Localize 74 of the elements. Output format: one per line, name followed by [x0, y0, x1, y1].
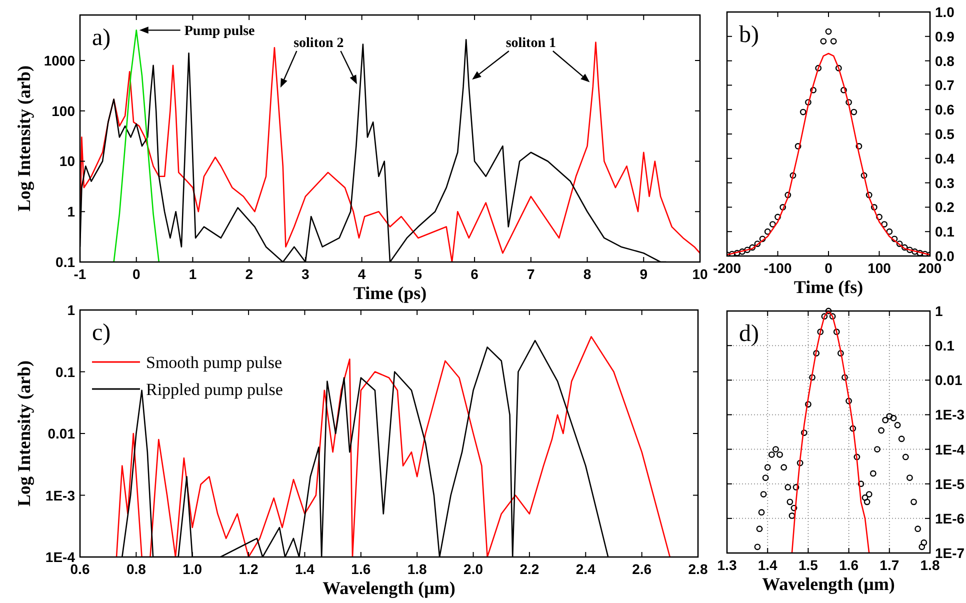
y-tick-label: 0.1 [56, 364, 76, 380]
x-tick-label: 1 [188, 266, 197, 282]
x-tick-label: 2.6 [632, 561, 652, 577]
annotation: a) [92, 25, 111, 51]
y-tick-label: 0.7 [935, 77, 955, 94]
y-tick-label: 1E-3 [935, 406, 965, 423]
y-tick-label: 0.5 [935, 126, 955, 142]
y-tick-label: 0.1 [935, 338, 955, 354]
y-tick-label: 100 [52, 102, 76, 119]
x-tick-label: 2.0 [464, 561, 484, 577]
y-tick-label: 1E-6 [935, 510, 965, 526]
x-tick-label: 1.8 [407, 561, 428, 577]
y-axis-title: Log Intensity (arb) [14, 360, 34, 507]
x-tick-label: 2 [245, 266, 254, 282]
x-axis-title: Wavelength (μm) [762, 574, 895, 594]
x-tick-label: 1.6 [839, 557, 859, 573]
annotation: d) [739, 321, 759, 347]
y-tick-label: 1 [67, 302, 76, 318]
annotation: soliton 2 [294, 36, 344, 51]
y-axis-title: Log Intensity (arb) [14, 65, 34, 212]
y-tick-label: 0.9 [935, 28, 955, 44]
x-tick-label: 10 [692, 266, 708, 282]
annotation: b) [739, 22, 759, 48]
y-tick-label: 1E-5 [935, 476, 965, 492]
legend-label: Rippled pump pulse [146, 380, 283, 399]
x-axis-title: Time (fs) [794, 277, 864, 297]
x-tick-label: 1.2 [238, 561, 258, 577]
annotation: soliton 1 [506, 36, 556, 51]
x-tick-label: 6 [470, 266, 479, 282]
y-tick-label: 0.1 [935, 224, 955, 240]
x-tick-label: 3 [302, 266, 310, 282]
y-tick-label: 1E-4 [935, 441, 965, 458]
x-tick-label: 0 [132, 266, 140, 282]
y-tick-label: 0.3 [935, 174, 955, 191]
x-tick-label: 100 [868, 260, 892, 276]
x-tick-label: 1.4 [758, 557, 778, 573]
y-tick-label: 1E-4 [45, 549, 76, 565]
x-tick-label: 1.3 [717, 557, 737, 573]
y-tick-label: 0.1 [56, 254, 76, 270]
x-tick-label: 7 [527, 266, 536, 282]
y-tick-label: 0.2 [935, 199, 955, 216]
legend-label: Smooth pump pulse [146, 353, 282, 372]
y-tick-label: 1 [935, 303, 943, 319]
x-tick-label: 9 [640, 266, 648, 282]
annotation: Pump pulse [184, 24, 255, 40]
y-tick-label: 1000 [44, 52, 76, 68]
x-axis-title: Time (ps) [353, 283, 427, 303]
y-tick-label: 0.4 [935, 150, 955, 166]
x-tick-label: 2.4 [576, 561, 596, 577]
y-tick-label: 0.6 [935, 102, 955, 118]
x-tick-label: -200 [712, 260, 742, 276]
y-tick-label: 0.01 [48, 426, 76, 442]
x-tick-label: -100 [764, 260, 792, 276]
x-tick-label: -1 [74, 266, 86, 282]
x-tick-label: 1.7 [880, 557, 900, 573]
x-tick-label: 0 [824, 260, 833, 276]
x-tick-label: 8 [583, 266, 592, 282]
y-tick-label: 10 [59, 153, 76, 170]
y-tick-label: 0.8 [935, 52, 955, 69]
x-tick-label: 1.4 [294, 561, 315, 577]
x-tick-label: 1.6 [351, 561, 371, 577]
x-axis-title: Wavelength (μm) [322, 578, 456, 598]
x-tick-label: 2.2 [520, 561, 540, 577]
y-tick-label: 1E-3 [45, 487, 76, 504]
y-tick-label: 0.01 [935, 372, 962, 388]
y-tick-label: 1.0 [935, 4, 955, 20]
annotation: c) [92, 320, 111, 346]
x-tick-label: 1.5 [798, 557, 818, 573]
x-tick-label: 2.8 [688, 561, 708, 577]
x-tick-label: 5 [414, 266, 422, 282]
x-tick-label: 1.0 [182, 561, 202, 577]
x-tick-label: 0.8 [126, 561, 146, 577]
y-tick-label: 1 [67, 204, 76, 220]
x-tick-label: 4 [358, 266, 366, 282]
